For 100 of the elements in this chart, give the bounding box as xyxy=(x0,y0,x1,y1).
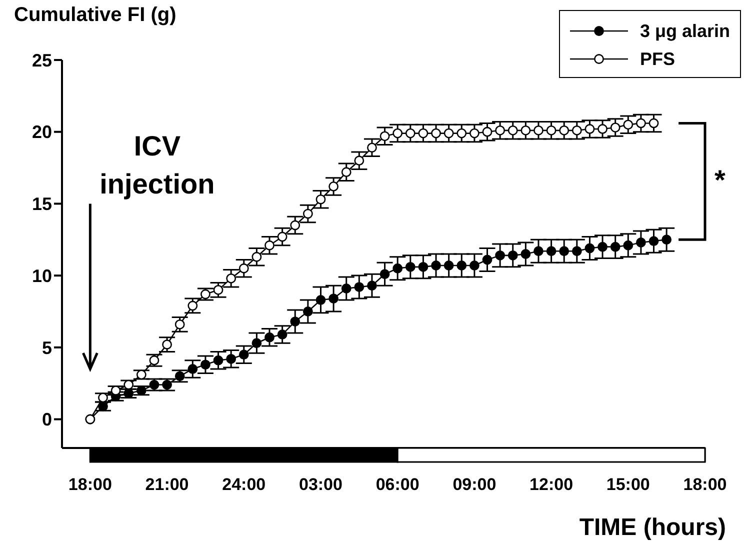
point xyxy=(328,182,338,192)
x-tick-label: 18:00 xyxy=(68,475,112,494)
point xyxy=(636,118,646,128)
point xyxy=(623,240,634,250)
annotation: ICV injection xyxy=(100,130,215,200)
point xyxy=(200,360,210,370)
point xyxy=(124,380,134,390)
x-tick-label: 18:00 xyxy=(683,475,727,494)
point xyxy=(277,232,288,242)
point xyxy=(392,128,403,138)
point xyxy=(188,364,198,374)
legend-label: 3 μg alarin xyxy=(640,20,730,42)
point xyxy=(238,350,249,360)
point xyxy=(456,260,467,270)
point xyxy=(392,263,403,274)
point xyxy=(264,240,274,250)
point xyxy=(328,294,338,304)
point xyxy=(495,125,506,136)
x-tick-label: 03:00 xyxy=(298,475,342,494)
point xyxy=(520,249,531,259)
point xyxy=(572,246,582,256)
point xyxy=(213,355,224,366)
point xyxy=(456,128,467,138)
x-tick-label: 21:00 xyxy=(145,475,189,494)
point xyxy=(380,269,390,280)
y-tick-label: 10 xyxy=(32,266,52,286)
point xyxy=(469,128,480,138)
point xyxy=(508,250,518,260)
point xyxy=(431,260,441,270)
point xyxy=(534,246,544,256)
point xyxy=(648,236,659,246)
point xyxy=(469,260,480,270)
point xyxy=(482,126,492,137)
point xyxy=(136,386,146,396)
point xyxy=(226,273,236,284)
point xyxy=(623,120,634,130)
point xyxy=(316,295,326,305)
point xyxy=(213,284,224,295)
point xyxy=(444,128,454,138)
x-tick-label: 06:00 xyxy=(376,475,420,494)
x-tick-label: 15:00 xyxy=(606,475,650,494)
point xyxy=(610,122,620,132)
point xyxy=(648,118,659,128)
legend-label: PFS xyxy=(640,48,675,70)
point xyxy=(316,194,326,204)
point xyxy=(520,125,531,136)
x-axis-title: TIME (hours) xyxy=(579,514,726,542)
point xyxy=(98,392,108,403)
point xyxy=(367,142,377,153)
point xyxy=(200,289,210,300)
y-tick-label: 20 xyxy=(32,122,52,142)
y-tick-label: 0 xyxy=(42,410,52,430)
point xyxy=(610,242,620,252)
point xyxy=(252,338,262,348)
point xyxy=(302,208,313,219)
point xyxy=(149,380,160,390)
point xyxy=(380,131,390,142)
point xyxy=(174,371,185,382)
point xyxy=(226,354,236,364)
point xyxy=(482,254,492,265)
point xyxy=(277,330,288,340)
point xyxy=(341,284,352,294)
point xyxy=(508,125,518,136)
x-tick-label: 12:00 xyxy=(530,475,574,494)
point xyxy=(546,125,556,136)
point xyxy=(162,340,172,350)
point xyxy=(264,332,274,342)
point xyxy=(341,167,352,178)
point xyxy=(405,128,416,138)
point xyxy=(534,125,544,136)
x-tick-label: 24:00 xyxy=(222,475,266,494)
point xyxy=(418,262,428,272)
point xyxy=(584,124,595,134)
point xyxy=(495,250,506,260)
point xyxy=(431,128,441,138)
point xyxy=(546,246,556,256)
point xyxy=(598,124,608,134)
point xyxy=(98,401,108,412)
point xyxy=(354,282,364,292)
text: * xyxy=(714,164,726,196)
point xyxy=(238,263,249,274)
point xyxy=(584,243,595,254)
point xyxy=(188,300,198,311)
point xyxy=(174,319,185,330)
y-tick-label: 5 xyxy=(42,338,52,358)
point xyxy=(162,380,172,390)
point xyxy=(444,260,454,270)
point xyxy=(367,280,377,291)
point xyxy=(290,220,300,230)
point xyxy=(110,386,121,396)
point xyxy=(662,234,672,245)
point xyxy=(302,306,313,316)
point xyxy=(559,125,570,136)
point xyxy=(124,388,134,398)
point xyxy=(405,262,416,272)
point xyxy=(572,125,582,136)
point xyxy=(636,238,646,248)
point xyxy=(252,252,262,262)
point xyxy=(354,156,364,166)
point xyxy=(559,246,570,256)
